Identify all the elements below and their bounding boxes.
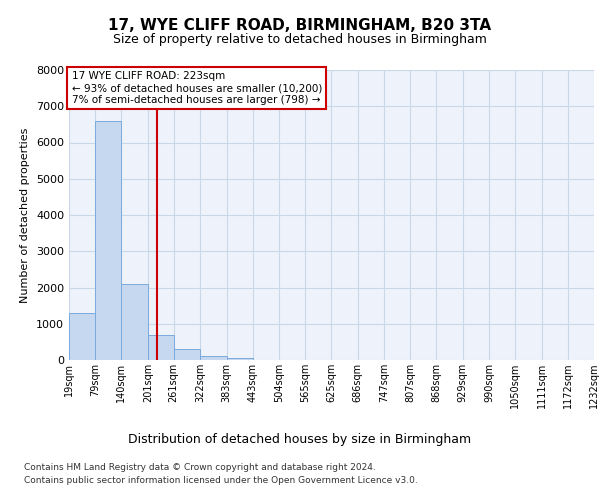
Y-axis label: Number of detached properties: Number of detached properties <box>20 128 31 302</box>
Bar <box>200 356 227 360</box>
Text: Contains public sector information licensed under the Open Government Licence v3: Contains public sector information licen… <box>24 476 418 485</box>
Bar <box>227 358 253 360</box>
Text: Size of property relative to detached houses in Birmingham: Size of property relative to detached ho… <box>113 32 487 46</box>
Text: 17, WYE CLIFF ROAD, BIRMINGHAM, B20 3TA: 17, WYE CLIFF ROAD, BIRMINGHAM, B20 3TA <box>109 18 491 32</box>
Bar <box>95 120 121 360</box>
Bar <box>69 313 95 360</box>
Text: 17 WYE CLIFF ROAD: 223sqm
← 93% of detached houses are smaller (10,200)
7% of se: 17 WYE CLIFF ROAD: 223sqm ← 93% of detac… <box>71 72 322 104</box>
Bar <box>121 284 148 360</box>
Bar <box>174 349 200 360</box>
Bar <box>148 334 174 360</box>
Text: Distribution of detached houses by size in Birmingham: Distribution of detached houses by size … <box>128 432 472 446</box>
Text: Contains HM Land Registry data © Crown copyright and database right 2024.: Contains HM Land Registry data © Crown c… <box>24 464 376 472</box>
